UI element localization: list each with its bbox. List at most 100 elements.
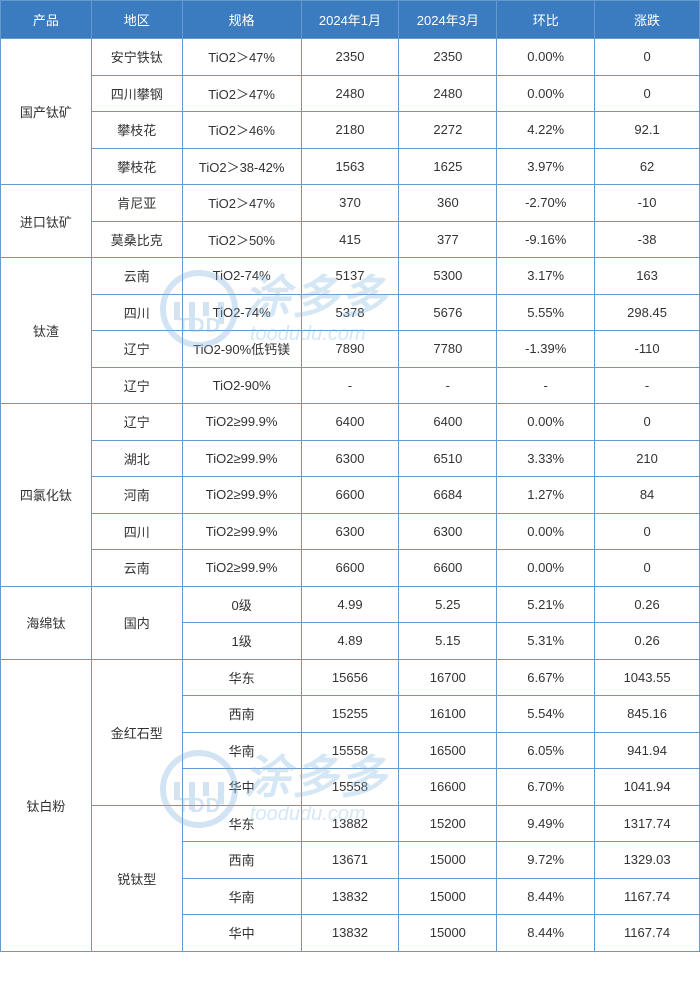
cell-jan: 15255 bbox=[301, 696, 399, 733]
cell-jan: 6400 bbox=[301, 404, 399, 441]
cell-mar: 16100 bbox=[399, 696, 497, 733]
table-row: 进口钛矿肯尼亚TiO2＞47%370360-2.70%-10 bbox=[1, 185, 700, 222]
cell-region: 湖北 bbox=[91, 440, 182, 477]
cell-region: 河南 bbox=[91, 477, 182, 514]
cell-chg: 0.26 bbox=[595, 586, 700, 623]
cell-spec: TiO2-90%低钙镁 bbox=[182, 331, 301, 368]
cell-mom: 8.44% bbox=[497, 915, 595, 952]
cell-mom: 3.17% bbox=[497, 258, 595, 295]
table-row: 辽宁TiO2-90%低钙镁78907780-1.39%-110 bbox=[1, 331, 700, 368]
cell-spec: 西南 bbox=[182, 842, 301, 879]
cell-spec: 华东 bbox=[182, 805, 301, 842]
cell-spec: TiO2≥99.9% bbox=[182, 550, 301, 587]
cell-region: 攀枝花 bbox=[91, 148, 182, 185]
cell-region: 肯尼亚 bbox=[91, 185, 182, 222]
cell-spec: 华南 bbox=[182, 878, 301, 915]
cell-mar: 7780 bbox=[399, 331, 497, 368]
cell-jan: 6300 bbox=[301, 513, 399, 550]
cell-mom: 6.70% bbox=[497, 769, 595, 806]
cell-spec: TiO2-74% bbox=[182, 294, 301, 331]
table-row: 四川TiO2≥99.9%630063000.00%0 bbox=[1, 513, 700, 550]
cell-mar: 16700 bbox=[399, 659, 497, 696]
cell-spec: TiO2＞47% bbox=[182, 185, 301, 222]
cell-mar: 5.15 bbox=[399, 623, 497, 660]
cell-mar: 6300 bbox=[399, 513, 497, 550]
col-product: 产品 bbox=[1, 1, 92, 39]
cell-jan: 370 bbox=[301, 185, 399, 222]
cell-region: 国内 bbox=[91, 586, 182, 659]
table-row: 四川攀钢TiO2＞47%248024800.00%0 bbox=[1, 75, 700, 112]
cell-mom: 0.00% bbox=[497, 550, 595, 587]
cell-spec: TiO2≥99.9% bbox=[182, 440, 301, 477]
cell-mar: 5.25 bbox=[399, 586, 497, 623]
cell-jan: 5137 bbox=[301, 258, 399, 295]
cell-region: 辽宁 bbox=[91, 331, 182, 368]
cell-jan: 15558 bbox=[301, 732, 399, 769]
cell-mom: 9.49% bbox=[497, 805, 595, 842]
table-row: 河南TiO2≥99.9%660066841.27%84 bbox=[1, 477, 700, 514]
cell-chg: 1167.74 bbox=[595, 915, 700, 952]
table-row: 钛白粉金红石型华东15656167006.67%1043.55 bbox=[1, 659, 700, 696]
cell-mar: 5676 bbox=[399, 294, 497, 331]
cell-mar: - bbox=[399, 367, 497, 404]
cell-spec: 华南 bbox=[182, 732, 301, 769]
cell-spec: TiO2≥99.9% bbox=[182, 477, 301, 514]
cell-chg: - bbox=[595, 367, 700, 404]
cell-spec: TiO2＞50% bbox=[182, 221, 301, 258]
cell-mar: 16500 bbox=[399, 732, 497, 769]
cell-jan: 6600 bbox=[301, 550, 399, 587]
cell-mom: 5.21% bbox=[497, 586, 595, 623]
cell-spec: 1级 bbox=[182, 623, 301, 660]
cell-jan: 5378 bbox=[301, 294, 399, 331]
cell-product: 国产钛矿 bbox=[1, 39, 92, 185]
table-row: 国产钛矿安宁铁钛TiO2＞47%235023500.00%0 bbox=[1, 39, 700, 76]
cell-spec: 华中 bbox=[182, 769, 301, 806]
table-row: 莫桑比克TiO2＞50%415377-9.16%-38 bbox=[1, 221, 700, 258]
col-jan: 2024年1月 bbox=[301, 1, 399, 39]
cell-mom: 9.72% bbox=[497, 842, 595, 879]
cell-chg: 298.45 bbox=[595, 294, 700, 331]
cell-spec: 华中 bbox=[182, 915, 301, 952]
cell-region: 云南 bbox=[91, 550, 182, 587]
cell-mom: 3.97% bbox=[497, 148, 595, 185]
cell-spec: 华东 bbox=[182, 659, 301, 696]
cell-mom: - bbox=[497, 367, 595, 404]
table-row: 湖北TiO2≥99.9%630065103.33%210 bbox=[1, 440, 700, 477]
cell-region: 四川 bbox=[91, 294, 182, 331]
cell-chg: -38 bbox=[595, 221, 700, 258]
table-row: 四氯化钛辽宁TiO2≥99.9%640064000.00%0 bbox=[1, 404, 700, 441]
cell-jan: 6300 bbox=[301, 440, 399, 477]
cell-region: 四川攀钢 bbox=[91, 75, 182, 112]
col-chg: 涨跌 bbox=[595, 1, 700, 39]
cell-chg: 1167.74 bbox=[595, 878, 700, 915]
cell-product: 钛白粉 bbox=[1, 659, 92, 951]
cell-mom: -2.70% bbox=[497, 185, 595, 222]
cell-mom: 0.00% bbox=[497, 513, 595, 550]
cell-chg: 163 bbox=[595, 258, 700, 295]
cell-chg: 0 bbox=[595, 550, 700, 587]
table-row: 锐钛型华东13882152009.49%1317.74 bbox=[1, 805, 700, 842]
price-table: 产品 地区 规格 2024年1月 2024年3月 环比 涨跌 国产钛矿安宁铁钛T… bbox=[0, 0, 700, 952]
cell-jan: 13832 bbox=[301, 878, 399, 915]
cell-chg: 0 bbox=[595, 75, 700, 112]
table-row: 四川TiO2-74%537856765.55%298.45 bbox=[1, 294, 700, 331]
cell-mom: 1.27% bbox=[497, 477, 595, 514]
cell-jan: 4.89 bbox=[301, 623, 399, 660]
cell-mar: 377 bbox=[399, 221, 497, 258]
cell-spec: TiO2≥99.9% bbox=[182, 513, 301, 550]
cell-mar: 15000 bbox=[399, 878, 497, 915]
cell-mom: 5.55% bbox=[497, 294, 595, 331]
cell-mom: 0.00% bbox=[497, 39, 595, 76]
cell-mar: 15000 bbox=[399, 842, 497, 879]
cell-chg: 84 bbox=[595, 477, 700, 514]
cell-mom: -9.16% bbox=[497, 221, 595, 258]
cell-region: 莫桑比克 bbox=[91, 221, 182, 258]
cell-mom: 4.22% bbox=[497, 112, 595, 149]
cell-mom: 5.31% bbox=[497, 623, 595, 660]
cell-mom: 6.05% bbox=[497, 732, 595, 769]
cell-mar: 6400 bbox=[399, 404, 497, 441]
cell-jan: 1563 bbox=[301, 148, 399, 185]
cell-jan: 7890 bbox=[301, 331, 399, 368]
table-row: 云南TiO2≥99.9%660066000.00%0 bbox=[1, 550, 700, 587]
col-region: 地区 bbox=[91, 1, 182, 39]
